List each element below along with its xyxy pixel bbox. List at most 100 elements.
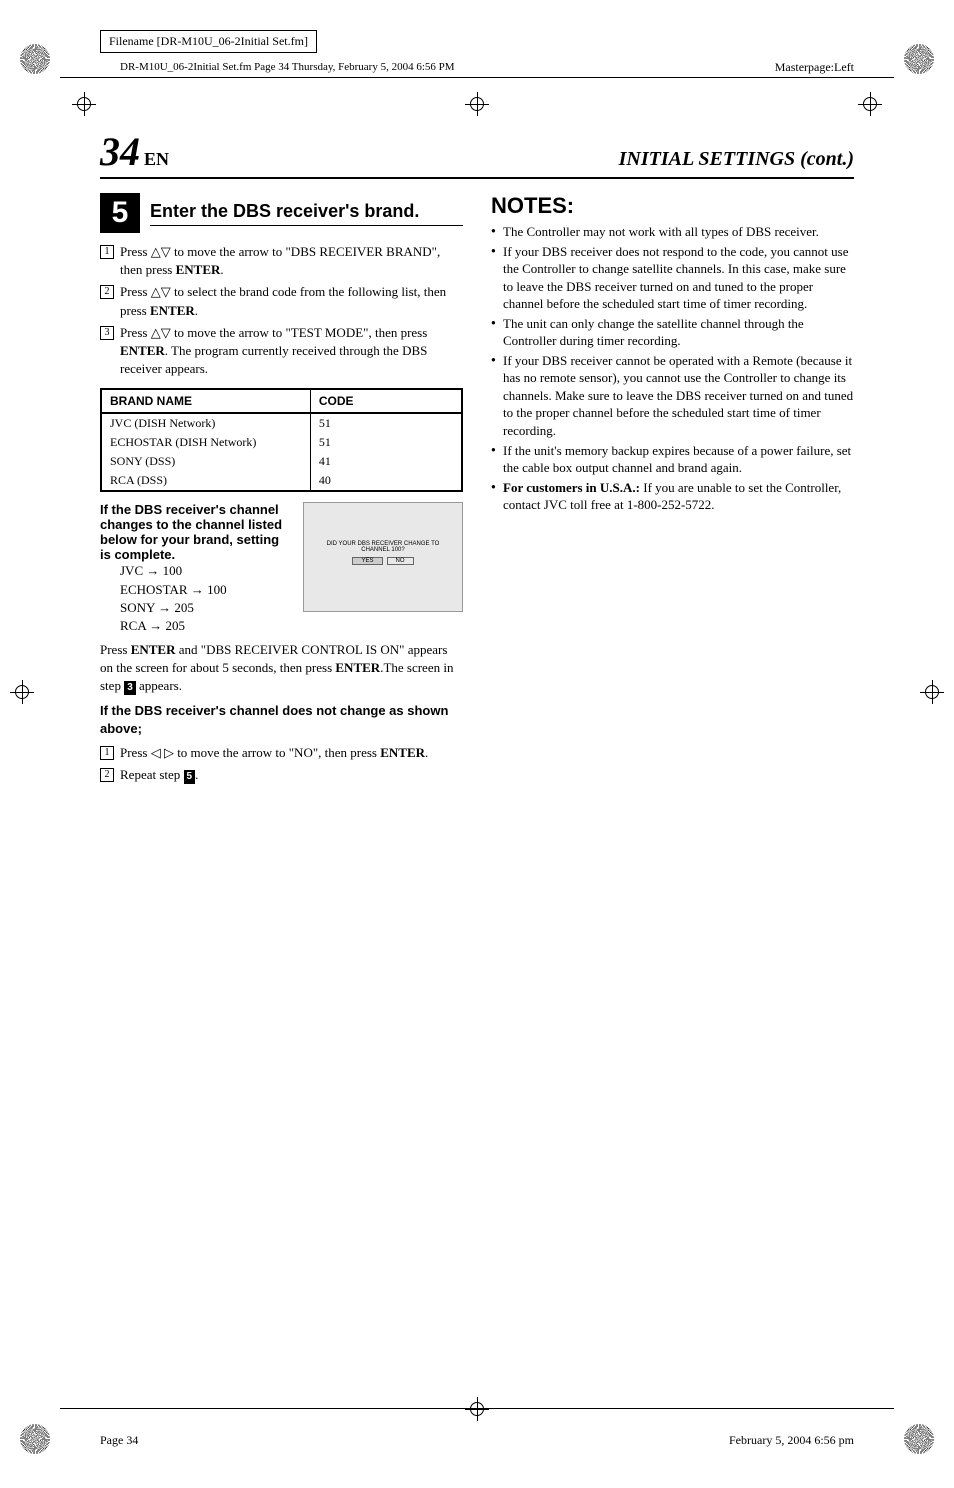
channel-item: RCA → 205 xyxy=(120,617,293,635)
page-number: 34 xyxy=(100,129,140,174)
brand-name-cell: JVC (DISH Network) xyxy=(101,413,310,433)
substep-num-icon: 1 xyxy=(100,245,114,259)
channel-item: JVC → 100 xyxy=(120,562,293,580)
note-bold: For customers in U.S.A.: xyxy=(503,480,640,495)
enter-key: ENTER xyxy=(120,343,165,358)
content-area: 34EN INITIAL SETTINGS (cont.) 5 Enter th… xyxy=(60,128,894,788)
step-title: Enter the DBS receiver's brand. xyxy=(150,201,463,226)
enter-key: ENTER xyxy=(131,642,176,657)
page-title: INITIAL SETTINGS (cont.) xyxy=(619,148,854,171)
masterpage-label: Masterpage:Left xyxy=(775,60,854,75)
table-row: ECHOSTAR (DISH Network)51 xyxy=(101,433,462,452)
substep-text-part: Press △▽ to move the arrow to "TEST MODE… xyxy=(120,325,427,340)
enter-key: ENTER xyxy=(176,262,221,277)
substep-text-part: Press △▽ to move the arrow to "DBS RECEI… xyxy=(120,244,440,277)
brand-name-cell: ECHOSTAR (DISH Network) xyxy=(101,433,310,452)
reg-mark-tr xyxy=(904,44,934,78)
crosshair-icon xyxy=(858,92,882,116)
note-item: The Controller may not work with all typ… xyxy=(491,223,854,241)
enter-key: ENTER xyxy=(150,303,195,318)
enter-key: ENTER xyxy=(335,660,380,675)
table-row: SONY (DSS)41 xyxy=(101,452,462,471)
substep-num-icon: 2 xyxy=(100,285,114,299)
footer-date: February 5, 2004 6:56 pm xyxy=(729,1433,854,1448)
footer: Page 34 February 5, 2004 6:56 pm xyxy=(60,1408,894,1448)
footer-page: Page 34 xyxy=(100,1433,138,1448)
description-row: If the DBS receiver's channel changes to… xyxy=(100,502,463,635)
description-left: If the DBS receiver's channel changes to… xyxy=(100,502,293,635)
page-wrapper: Filename [DR-M10U_06-2Initial Set.fm] DR… xyxy=(0,0,954,1488)
substep-text: Press △▽ to select the brand code from t… xyxy=(120,283,463,319)
side-crosshair-left xyxy=(10,680,34,708)
crosshair-icon xyxy=(465,92,489,116)
step-ref-3: 3 xyxy=(124,681,136,695)
crosshair-icon xyxy=(72,92,96,116)
note-item: If the unit's memory backup expires beca… xyxy=(491,442,854,477)
code-cell: 40 xyxy=(310,471,462,491)
step-ref-5: 5 xyxy=(184,770,196,784)
channel-list: JVC → 100ECHOSTAR → 100SONY → 205RCA → 2… xyxy=(120,562,293,635)
screen-no-button: NO xyxy=(387,557,414,565)
reg-mark-tl xyxy=(20,44,50,78)
table-header-code: CODE xyxy=(310,389,462,413)
substep-1: 1 Press △▽ to move the arrow to "DBS REC… xyxy=(100,243,463,279)
reg-mark-bl xyxy=(20,1424,50,1458)
right-column: NOTES: The Controller may not work with … xyxy=(491,193,854,788)
crop-line-top xyxy=(60,77,894,78)
desc-bold-text: If the DBS receiver's channel changes to… xyxy=(100,502,293,562)
screen-simulation: DID YOUR DBS RECEIVER CHANGE TO CHANNEL … xyxy=(303,502,463,612)
substep-num-icon: 2 xyxy=(100,768,114,782)
substep-text-end: . xyxy=(195,303,198,318)
code-cell: 41 xyxy=(310,452,462,471)
text-part: Press ◁ ▷ to move the arrow to "NO", the… xyxy=(120,745,380,760)
screen-buttons: YES NO xyxy=(304,557,462,565)
brand-code-table: BRAND NAME CODE JVC (DISH Network)51ECHO… xyxy=(100,388,463,492)
fail-substep-1: 1 Press ◁ ▷ to move the arrow to "NO", t… xyxy=(100,744,463,762)
step-header: 5 Enter the DBS receiver's brand. xyxy=(100,193,463,233)
code-cell: 51 xyxy=(310,413,462,433)
code-cell: 51 xyxy=(310,433,462,452)
channel-item: ECHOSTAR → 100 xyxy=(120,581,293,599)
screen-inner: DID YOUR DBS RECEIVER CHANGE TO CHANNEL … xyxy=(304,541,462,565)
crosshair-icon xyxy=(465,1397,489,1421)
substep-text: Press △▽ to move the arrow to "DBS RECEI… xyxy=(120,243,463,279)
substep-2: 2 Press △▽ to select the brand code from… xyxy=(100,283,463,319)
table-header-brand: BRAND NAME xyxy=(101,389,310,413)
screen-line2: CHANNEL 100? xyxy=(304,547,462,553)
left-column: 5 Enter the DBS receiver's brand. 1 Pres… xyxy=(100,193,463,788)
brand-name-cell: SONY (DSS) xyxy=(101,452,310,471)
substep-text-end: . The program currently received through… xyxy=(120,343,427,376)
note-item: If your DBS receiver does not respond to… xyxy=(491,243,854,313)
page-header: 34EN INITIAL SETTINGS (cont.) xyxy=(100,128,854,179)
screen-yes-button: YES xyxy=(352,557,382,565)
substep-text: Press △▽ to move the arrow to "TEST MODE… xyxy=(120,324,463,379)
two-column-layout: 5 Enter the DBS receiver's brand. 1 Pres… xyxy=(100,193,854,788)
channel-item: SONY → 205 xyxy=(120,599,293,617)
page-num-group: 34EN xyxy=(100,128,169,175)
substep-3: 3 Press △▽ to move the arrow to "TEST MO… xyxy=(100,324,463,379)
text-part: Repeat step xyxy=(120,767,184,782)
note-item: For customers in U.S.A.: If you are unab… xyxy=(491,479,854,514)
fail-heading: If the DBS receiver's channel does not c… xyxy=(100,702,463,738)
en-label: EN xyxy=(144,149,169,169)
table-row: RCA (DSS)40 xyxy=(101,471,462,491)
filename-box: Filename [DR-M10U_06-2Initial Set.fm] xyxy=(100,30,317,53)
reg-mark-br xyxy=(904,1424,934,1458)
substep-text: Repeat step 5. xyxy=(120,766,463,784)
step-number-box: 5 xyxy=(100,193,140,233)
top-crosshairs xyxy=(0,92,954,116)
note-item: If your DBS receiver cannot be operated … xyxy=(491,352,854,440)
text-end: . xyxy=(195,767,198,782)
substep-num-icon: 3 xyxy=(100,326,114,340)
note-item: The unit can only change the satellite c… xyxy=(491,315,854,350)
notes-list: The Controller may not work with all typ… xyxy=(491,223,854,514)
substep-text-end: . xyxy=(220,262,223,277)
substep-num-icon: 1 xyxy=(100,746,114,760)
table-row: JVC (DISH Network)51 xyxy=(101,413,462,433)
fail-substep-2: 2 Repeat step 5. xyxy=(100,766,463,784)
text-part: Press xyxy=(100,642,131,657)
press-enter-para: Press ENTER and "DBS RECEIVER CONTROL IS… xyxy=(100,641,463,696)
substep-text: Press ◁ ▷ to move the arrow to "NO", the… xyxy=(120,744,463,762)
text-end: . xyxy=(425,745,428,760)
side-crosshair-right xyxy=(920,680,944,708)
